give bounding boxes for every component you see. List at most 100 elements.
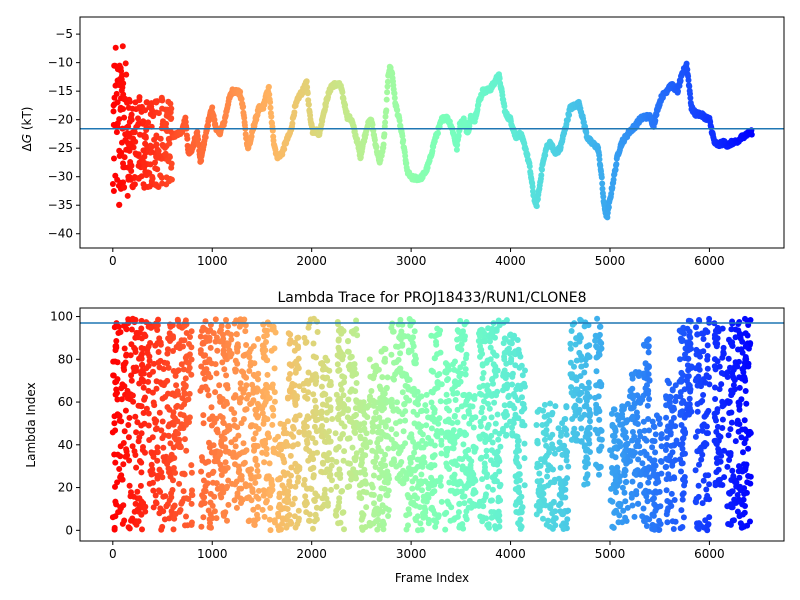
data-point [449,445,456,451]
data-point [139,155,146,162]
x-tick-label: 3000 [396,254,427,268]
data-point [177,444,184,451]
data-point [542,152,549,159]
data-point [172,469,179,476]
data-point [568,384,575,391]
data-point [168,451,175,458]
data-point [160,444,167,451]
data-point [418,471,425,478]
data-point [173,404,180,410]
data-point [383,384,390,391]
data-point [352,388,359,395]
data-point [341,448,348,455]
data-point [116,466,123,472]
data-point [508,355,515,362]
data-point [223,317,229,323]
data-point [261,459,268,466]
data-point [153,182,160,189]
data-point [454,479,460,486]
data-point [437,398,444,405]
data-point [508,340,515,347]
data-point [213,515,220,522]
data-point [133,464,140,471]
data-point [521,440,528,447]
data-point [242,328,249,335]
data-point [594,315,601,322]
data-point [479,361,486,368]
data-point [138,367,145,374]
data-point [173,382,180,389]
data-point [223,398,230,405]
data-point [157,172,164,179]
data-point [164,360,171,367]
data-point [370,375,377,382]
data-point [671,475,678,482]
data-point [172,372,179,379]
data-point [207,344,214,351]
data-point [513,433,520,440]
data-point [236,485,243,492]
data-point [586,342,593,349]
data-point [188,469,195,476]
data-point [205,507,212,514]
data-point [138,325,145,332]
data-point [349,369,356,376]
data-point [354,332,361,339]
delta-g-x-ticks: 0 1000 2000 3000 4000 5000 6000 [109,248,725,268]
data-point [422,509,429,516]
data-point [482,439,489,445]
data-point [204,386,211,393]
data-point [578,425,585,432]
data-point [132,99,139,106]
data-point [342,102,349,108]
data-point [164,346,171,353]
data-point [693,495,700,502]
data-point [630,404,637,411]
data-point [668,503,675,509]
data-point [174,388,181,395]
data-point [230,449,237,456]
data-point [391,95,398,101]
data-point [345,407,351,414]
data-point [346,470,353,477]
data-point [489,439,496,446]
data-point [291,347,298,354]
data-point [122,60,129,67]
data-point [613,489,619,496]
data-point [491,399,498,406]
data-point [610,176,617,183]
x-tick-label: 5000 [595,254,626,268]
data-point [610,406,617,413]
data-point [643,493,650,500]
data-point [687,95,694,101]
data-point [183,513,189,520]
data-point [560,445,567,452]
data-point [599,180,606,187]
data-point [677,77,684,84]
data-point [515,346,522,353]
data-point [161,516,168,523]
data-point [189,487,195,494]
data-point [696,461,702,468]
data-point [664,519,671,526]
data-point [247,346,254,353]
data-point [410,343,417,350]
data-point [705,407,712,414]
data-point [153,99,160,106]
data-point [310,340,317,347]
data-point [138,469,145,476]
data-point [224,343,231,350]
data-point [155,148,162,154]
data-point [462,119,468,126]
data-point [228,331,234,338]
data-point [162,124,169,131]
data-point [663,463,670,470]
data-point [501,103,508,110]
data-point [188,371,195,378]
data-point [480,503,487,510]
data-point [552,522,559,529]
data-point [704,492,711,499]
data-point [411,449,418,456]
data-point [412,360,419,367]
data-point [133,330,140,337]
